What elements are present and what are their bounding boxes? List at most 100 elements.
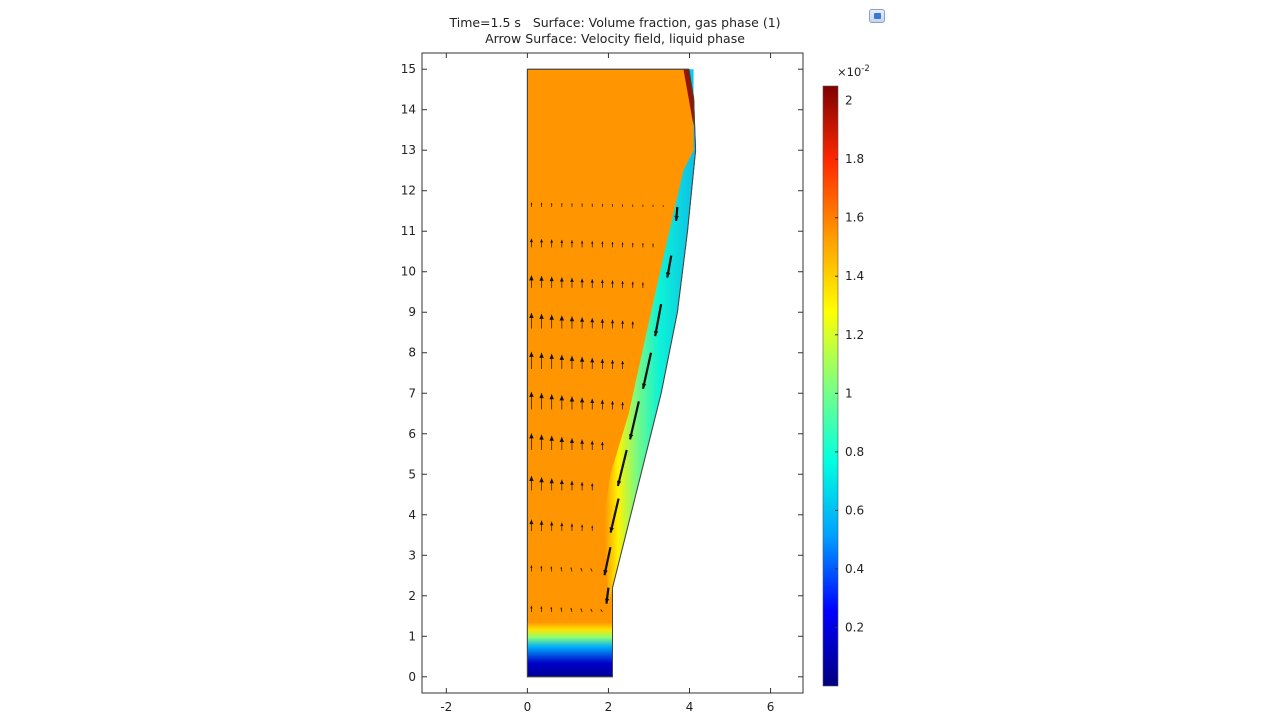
velocity-arrow — [621, 360, 625, 369]
velocity-arrow — [550, 239, 554, 248]
colorbar-tick-label: 1.6 — [845, 211, 864, 225]
velocity-arrow — [600, 358, 605, 369]
window-restore-icon[interactable] — [869, 9, 885, 23]
velocity-arrow — [642, 243, 644, 248]
velocity-arrow — [529, 238, 534, 248]
velocity-arrow — [539, 276, 544, 288]
velocity-arrow — [570, 277, 574, 288]
y-tick-label: 11 — [401, 224, 416, 238]
film-velocity-arrow — [616, 449, 628, 487]
y-tick-label: 5 — [408, 467, 416, 481]
velocity-arrow — [550, 202, 553, 207]
velocity-arrow — [590, 318, 595, 329]
velocity-arrow — [601, 203, 603, 207]
film-velocity-arrow — [628, 401, 640, 440]
velocity-arrow — [579, 397, 585, 410]
velocity-arrow — [570, 480, 574, 491]
velocity-arrow — [529, 313, 534, 329]
velocity-arrow — [529, 475, 534, 491]
velocity-arrow — [539, 313, 544, 329]
liquid-film — [604, 69, 696, 604]
velocity-arrow — [580, 439, 584, 450]
velocity-arrow — [549, 394, 554, 410]
x-tick-label: 2 — [605, 700, 613, 714]
colorbar-tick-label: 0.2 — [845, 620, 864, 634]
velocity-arrow — [530, 605, 533, 612]
velocity-arrow — [590, 568, 593, 572]
velocity-arrow — [652, 243, 654, 248]
velocity-arrow — [622, 204, 624, 207]
velocity-arrow — [529, 391, 534, 410]
velocity-arrow — [600, 441, 604, 450]
velocity-arrow — [591, 203, 593, 207]
colorbar-tick-label: 0.4 — [845, 562, 864, 576]
y-tick-label: 7 — [408, 386, 416, 400]
colorbar-tick-label: 1.2 — [845, 328, 864, 342]
colorbar-tick-label: 0.8 — [845, 445, 864, 459]
velocity-arrow — [559, 354, 565, 369]
max-value-corner — [683, 69, 695, 126]
velocity-arrow — [529, 275, 534, 288]
y-tick-label: 3 — [408, 548, 416, 562]
velocity-arrow — [600, 399, 605, 410]
velocity-arrow — [560, 239, 564, 248]
y-tick-label: 9 — [408, 305, 416, 319]
velocity-arrow — [601, 241, 604, 248]
velocity-arrow — [569, 438, 575, 450]
velocity-arrow — [600, 279, 604, 288]
velocity-arrow — [591, 241, 594, 248]
velocity-arrow — [570, 240, 574, 248]
colorbar-tick-label: 2 — [845, 94, 853, 108]
colorbar-tick-label: 0.6 — [845, 503, 864, 517]
velocity-arrow — [631, 281, 634, 288]
plot-title-line-2: Arrow Surface: Velocity field, liquid ph… — [485, 31, 745, 46]
velocity-arrow — [611, 241, 614, 248]
velocity-arrow — [590, 440, 594, 450]
velocity-arrow — [560, 607, 563, 613]
y-tick-label: 13 — [401, 143, 416, 157]
velocity-arrow — [662, 205, 664, 207]
velocity-arrow — [559, 315, 565, 329]
volume-fraction-surface — [526, 68, 697, 678]
velocity-arrow — [642, 204, 644, 207]
velocity-arrow — [549, 276, 554, 288]
velocity-arrow — [590, 608, 593, 613]
colorbar-gradient — [822, 85, 839, 687]
film-velocity-arrow — [653, 303, 663, 337]
velocity-arrow — [571, 203, 573, 207]
y-tick-label: 8 — [408, 346, 416, 360]
velocity-arrow — [550, 606, 553, 613]
colorbar-tick-label: 1.4 — [845, 269, 864, 283]
y-tick-label: 14 — [401, 103, 416, 117]
x-tick-label: 0 — [524, 700, 532, 714]
velocity-arrow — [550, 566, 553, 572]
velocity-arrow — [581, 203, 583, 207]
velocity-arrow — [610, 319, 615, 329]
velocity-arrow — [580, 608, 583, 613]
velocity-arrow — [569, 316, 575, 329]
velocity-arrow — [559, 395, 565, 410]
velocity-arrow — [529, 433, 534, 450]
y-tick-label: 0 — [408, 670, 416, 684]
velocity-arrow — [540, 202, 543, 207]
y-tick-label: 12 — [401, 184, 416, 198]
velocity-arrow — [530, 202, 533, 207]
liquid-pool — [527, 622, 613, 677]
velocity-arrow — [621, 281, 624, 288]
velocity-arrow — [641, 282, 644, 288]
velocity-arrow — [570, 567, 573, 572]
y-tick-label: 1 — [408, 629, 416, 643]
velocity-arrow — [539, 434, 544, 450]
x-tick-label: -2 — [440, 700, 452, 714]
velocity-arrow — [539, 393, 544, 410]
velocity-arrow — [549, 353, 554, 369]
velocity-arrow — [621, 402, 624, 410]
velocity-arrow — [570, 607, 573, 613]
velocity-arrow — [530, 565, 533, 572]
velocity-arrow — [621, 320, 625, 329]
velocity-arrow — [559, 479, 564, 491]
colorbar-exponent: ×10-2 — [837, 64, 870, 79]
velocity-arrow — [610, 359, 615, 369]
